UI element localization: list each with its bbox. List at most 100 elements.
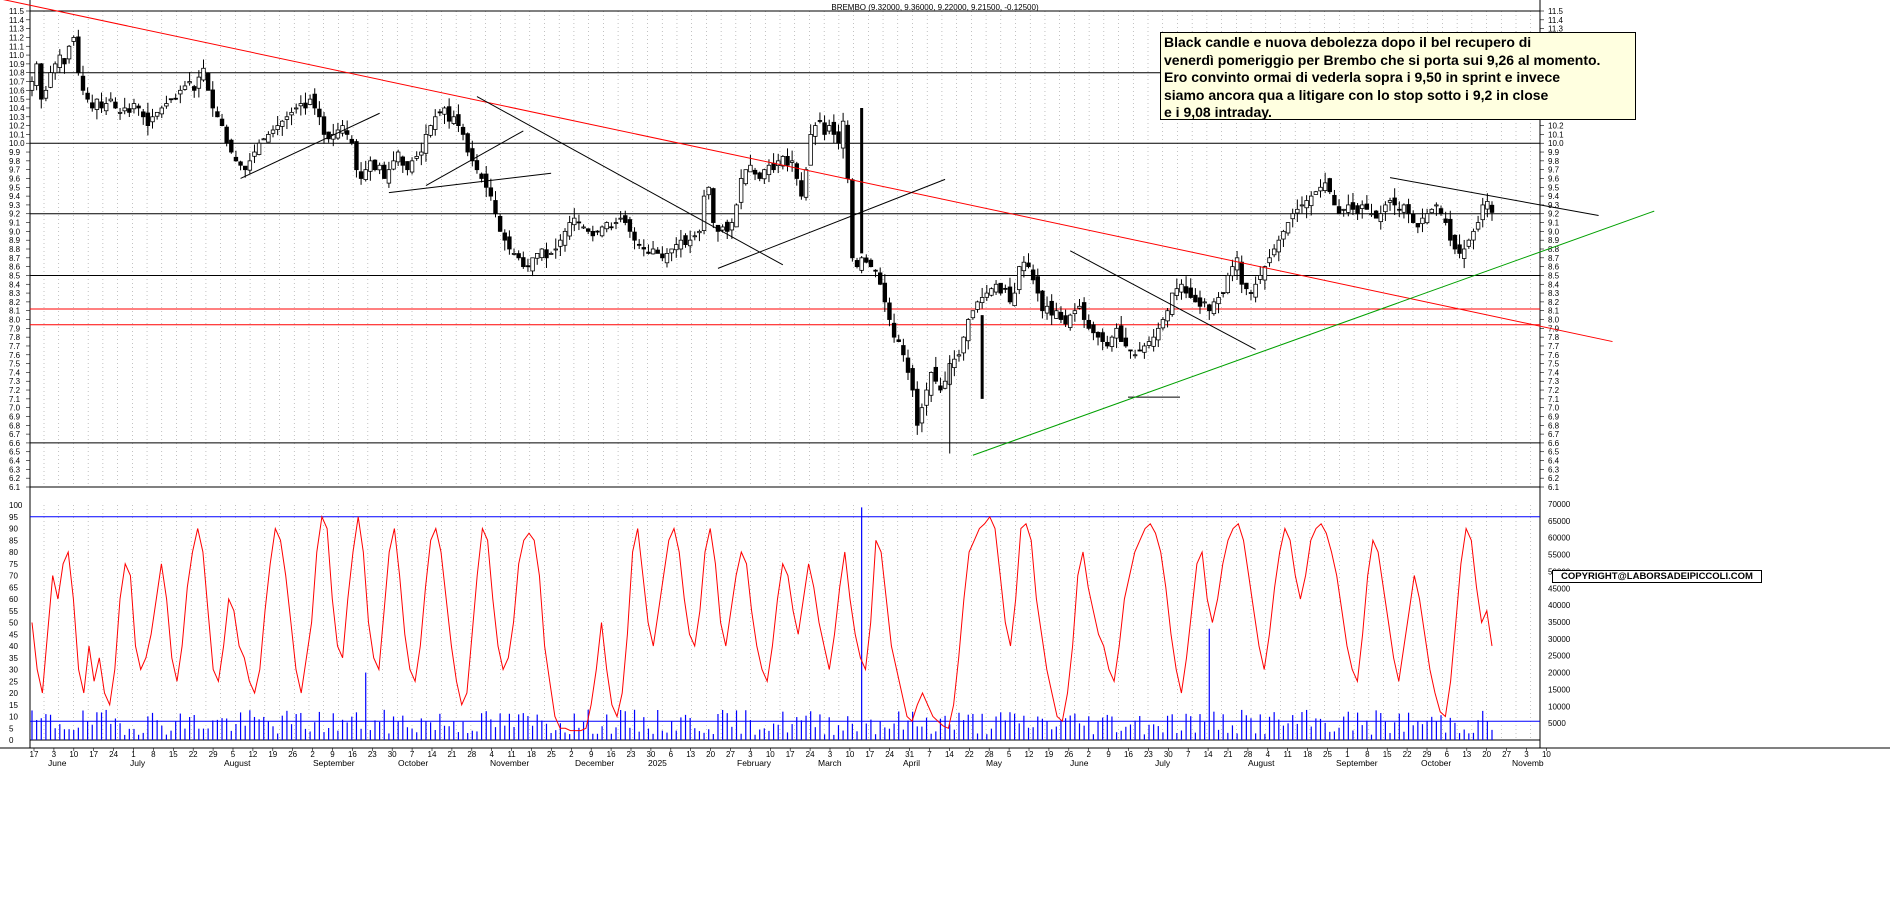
price-tick-label: 7.3 [1548,377,1560,386]
candle-body [1128,349,1133,352]
candle-body [71,37,76,42]
price-tick-label: 6.1 [9,483,21,492]
candle-body [289,111,294,116]
month-label: June [1070,758,1089,768]
month-label: September [1336,758,1378,768]
price-tick-label: 7.2 [9,386,21,395]
day-label: 14 [1204,750,1213,759]
candle-body [256,142,262,155]
candle-body [530,257,535,272]
volume-tick-label: 20000 [1548,669,1571,678]
candle-body [400,156,405,166]
candle-body [808,134,813,166]
price-tick-label: 6.9 [1548,412,1560,421]
stochastic-tick-label: 0 [9,736,14,745]
trendline-red [2,0,1613,343]
price-tick-label: 7.4 [1548,368,1560,377]
candle-body [1411,213,1416,223]
candle-body [275,125,280,130]
candle-body [363,169,368,180]
candle-body [905,357,911,373]
candle-body [1063,315,1068,325]
candle-body [873,269,878,272]
candle-body [1160,319,1166,329]
candle-body [882,282,888,303]
candle-body [618,217,623,220]
price-tick-label: 9.2 [1548,210,1560,219]
candle-body [442,107,447,115]
candle-body [113,101,118,109]
candle-body [261,138,266,141]
day-label: 11 [507,750,516,759]
candle-body [335,129,341,139]
candle-body [613,222,619,225]
day-label: 4 [1266,750,1271,759]
candle-body [326,131,331,140]
candle-body [1156,327,1161,341]
candle-body [1332,194,1337,206]
candle-body [697,230,702,234]
candle-body [650,248,656,255]
candle-body [1267,257,1272,264]
day-label: 19 [268,750,277,759]
volume-tick-label: 15000 [1548,685,1571,694]
volume-tick-label: 55000 [1548,551,1571,560]
candle-body [1072,310,1078,315]
day-label: 22 [189,750,198,759]
candle-body [344,130,350,135]
candle-body [562,230,568,246]
candle-body [664,253,670,264]
candle-body [752,169,758,175]
candle-body [90,102,95,109]
price-tick-label: 11.0 [9,51,25,60]
candle-body [604,222,609,230]
candle-body [1174,288,1180,296]
candle-body [1211,301,1217,315]
month-label: August [224,758,251,768]
day-label: 25 [1323,750,1332,759]
candle-body [108,98,113,102]
candle-body [1086,319,1091,329]
candle-body [159,107,164,115]
candle-body [1309,195,1314,207]
candle-body [1387,200,1393,203]
candle-body [701,195,707,231]
price-tick-label: 10.4 [9,104,25,113]
candle-body [192,86,197,91]
price-tick-label: 9.6 [9,174,21,183]
day-label: 26 [1064,750,1073,759]
candle-body [1058,311,1064,320]
day-label: 10 [1542,750,1551,759]
candle-body [507,236,512,250]
candle-body [585,228,591,232]
price-tick-label: 6.4 [1548,457,1560,466]
price-tick-label: 10.2 [9,122,25,131]
candle-body [817,120,823,122]
price-tick-label: 7.5 [1548,360,1560,369]
day-label: 27 [1502,750,1511,759]
candle-body [836,131,841,144]
candle-body [1364,203,1370,210]
candle-body [43,89,49,99]
candle-body [984,292,989,298]
candle-body [915,388,920,426]
candle-body [1485,200,1490,210]
price-tick-label: 7.5 [9,360,21,369]
day-label: 2 [569,750,574,759]
price-tick-label: 8.9 [1548,236,1560,245]
price-tick-label: 6.4 [9,457,21,466]
candle-body [1188,287,1193,298]
price-tick-label: 8.2 [1548,298,1560,307]
candle-body [354,141,359,171]
price-tick-label: 10.0 [1548,139,1564,148]
candle-body [419,151,424,156]
day-label: 2 [1086,750,1091,759]
volume-tick-label: 10000 [1548,702,1571,711]
candle-body [437,111,443,114]
candle-body [989,288,994,296]
day-label: 3 [748,750,753,759]
price-tick-label: 8.9 [9,236,21,245]
trendline-black [240,112,380,179]
day-label: 23 [627,750,636,759]
